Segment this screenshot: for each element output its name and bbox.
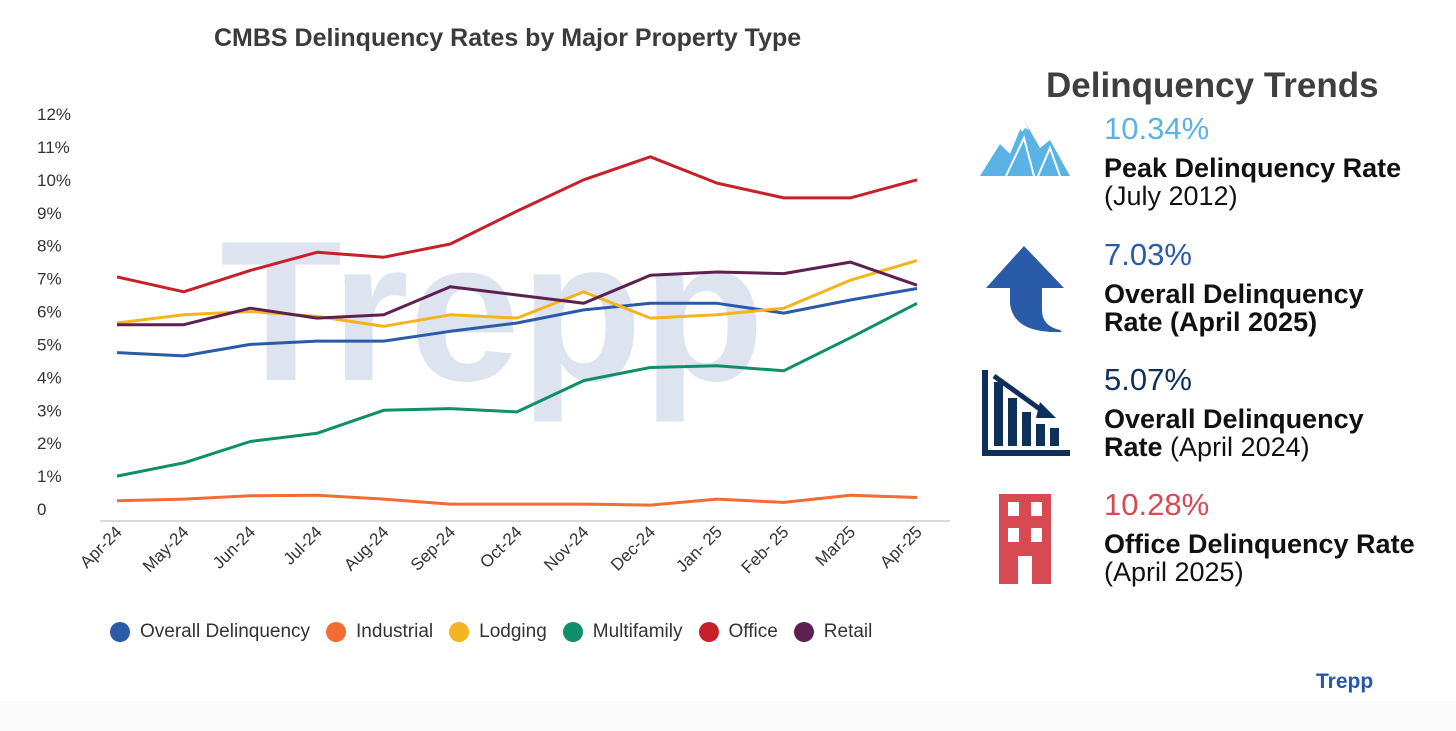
x-tick-label: Aug-24: [340, 522, 392, 574]
stat-label: Overall Delinquency Rate (April 2024): [1104, 405, 1374, 461]
stat-label-bold: Office Delinquency Rate: [1104, 529, 1415, 559]
legend-label: Office: [728, 621, 778, 642]
y-tick-label: 10%: [37, 171, 71, 190]
chart-title: CMBS Delinquency Rates by Major Property…: [214, 24, 802, 52]
y-tick-label: 8%: [37, 237, 62, 256]
y-tick-label: 5%: [37, 335, 62, 354]
stat-overall-2024: 5.07% Overall Delinquency Rate (April 20…: [1104, 362, 1374, 462]
legend-swatch: [793, 622, 814, 642]
stat-label-bold: Overall Delinquency Rate (April 2025): [1104, 279, 1364, 337]
y-tick-label: 0: [37, 500, 46, 519]
stat-label-rest: (April 2025): [1104, 557, 1244, 587]
stat-label-rest: (April 2024): [1170, 432, 1310, 462]
y-tick-label: 4%: [37, 368, 62, 387]
stat-value: 10.28%: [1104, 487, 1210, 522]
legend-item: Overall Delinquency: [110, 621, 310, 643]
stat-overall-2025: 7.03% Overall Delinquency Rate (April 20…: [1104, 237, 1374, 337]
y-tick-label: 2%: [37, 434, 62, 453]
chart-legend: Overall Delinquency Industrial Lodging Mult…: [110, 621, 888, 643]
brand-logo: Trepp: [1316, 670, 1374, 693]
y-tick-label: 7%: [37, 270, 62, 289]
stat-label-bold: Peak Delinquency Rate: [1104, 153, 1402, 183]
y-tick-label: 6%: [37, 303, 62, 322]
stat-value: 5.07%: [1104, 362, 1192, 397]
watermark: Trepp: [220, 200, 765, 423]
stat-label: Overall Delinquency Rate (April 2025): [1104, 280, 1374, 336]
legend-label: Retail: [823, 621, 873, 642]
series-line-retail: [117, 260, 918, 327]
series-line-office: [116, 155, 918, 294]
legend-item: Multifamily: [562, 621, 683, 643]
panel-title: Delinquency Trends: [1046, 66, 1379, 105]
legend-swatch: [562, 622, 583, 642]
x-tick-label: Dec-24: [607, 522, 659, 574]
x-tick-label: Apr-24: [76, 522, 126, 572]
legend-label: Industrial: [356, 621, 434, 642]
arrow-up-icon: [984, 244, 1066, 339]
x-tick-label: Apr-25: [876, 522, 926, 572]
legend-swatch: [698, 622, 719, 642]
y-tick-label: 1%: [37, 467, 62, 486]
legend-swatch: [326, 622, 347, 642]
stat-label: Peak Delinquency Rate (July 2012): [1104, 154, 1401, 210]
x-tick-label: Nov-24: [540, 522, 592, 574]
series-line-multifamily: [116, 301, 918, 478]
stat-label-bold: Overall Delinquency Rate: [1104, 404, 1364, 462]
legend-label: Overall Delinquency: [140, 621, 311, 642]
legend-label: Multifamily: [592, 621, 683, 642]
x-tick-label: Oct-24: [476, 522, 526, 572]
legend-label: Lodging: [479, 621, 547, 642]
mountain-icon: [980, 118, 1072, 185]
legend-item: Lodging: [449, 621, 547, 643]
stat-value: 7.03%: [1104, 237, 1192, 272]
watermark-registered-mark: ®: [722, 270, 741, 300]
series-line-overall-delinquency: [116, 287, 918, 358]
x-tick-label: Feb- 25: [738, 522, 793, 577]
stat-label: Office Delinquency Rate (April 2025): [1104, 530, 1415, 586]
y-tick-label: 3%: [37, 401, 62, 420]
office-building-icon: [999, 494, 1051, 589]
legend-item: Retail: [793, 621, 873, 643]
stat-value: 10.34%: [1104, 111, 1210, 146]
series-line-lodging: [116, 259, 918, 328]
declining-bar-chart-icon: [980, 368, 1072, 465]
legend-swatch: [110, 622, 130, 642]
y-tick-label: 9%: [37, 204, 62, 223]
legend-item: Industrial: [326, 621, 433, 643]
x-tick-label: Jun-24: [209, 522, 259, 572]
y-tick-label: 11%: [37, 138, 70, 157]
y-tick-label: 12%: [37, 105, 71, 124]
stat-office: 10.28% Office Delinquency Rate (April 20…: [1104, 487, 1415, 587]
bottom-strip: [0, 701, 1456, 731]
series-line-industrial: [116, 493, 918, 507]
x-tick-label: Mar25: [812, 522, 860, 570]
stat-peak: 10.34% Peak Delinquency Rate (July 2012): [1104, 111, 1401, 211]
x-tick-label: Jul-24: [280, 522, 326, 568]
legend-swatch: [449, 622, 470, 642]
stat-label-rest: (July 2012): [1104, 181, 1238, 211]
x-tick-label: Jan- 25: [672, 522, 726, 576]
x-tick-label: May-24: [139, 522, 193, 576]
x-tick-label: Sep-24: [407, 522, 459, 574]
legend-item: Office: [698, 621, 778, 643]
